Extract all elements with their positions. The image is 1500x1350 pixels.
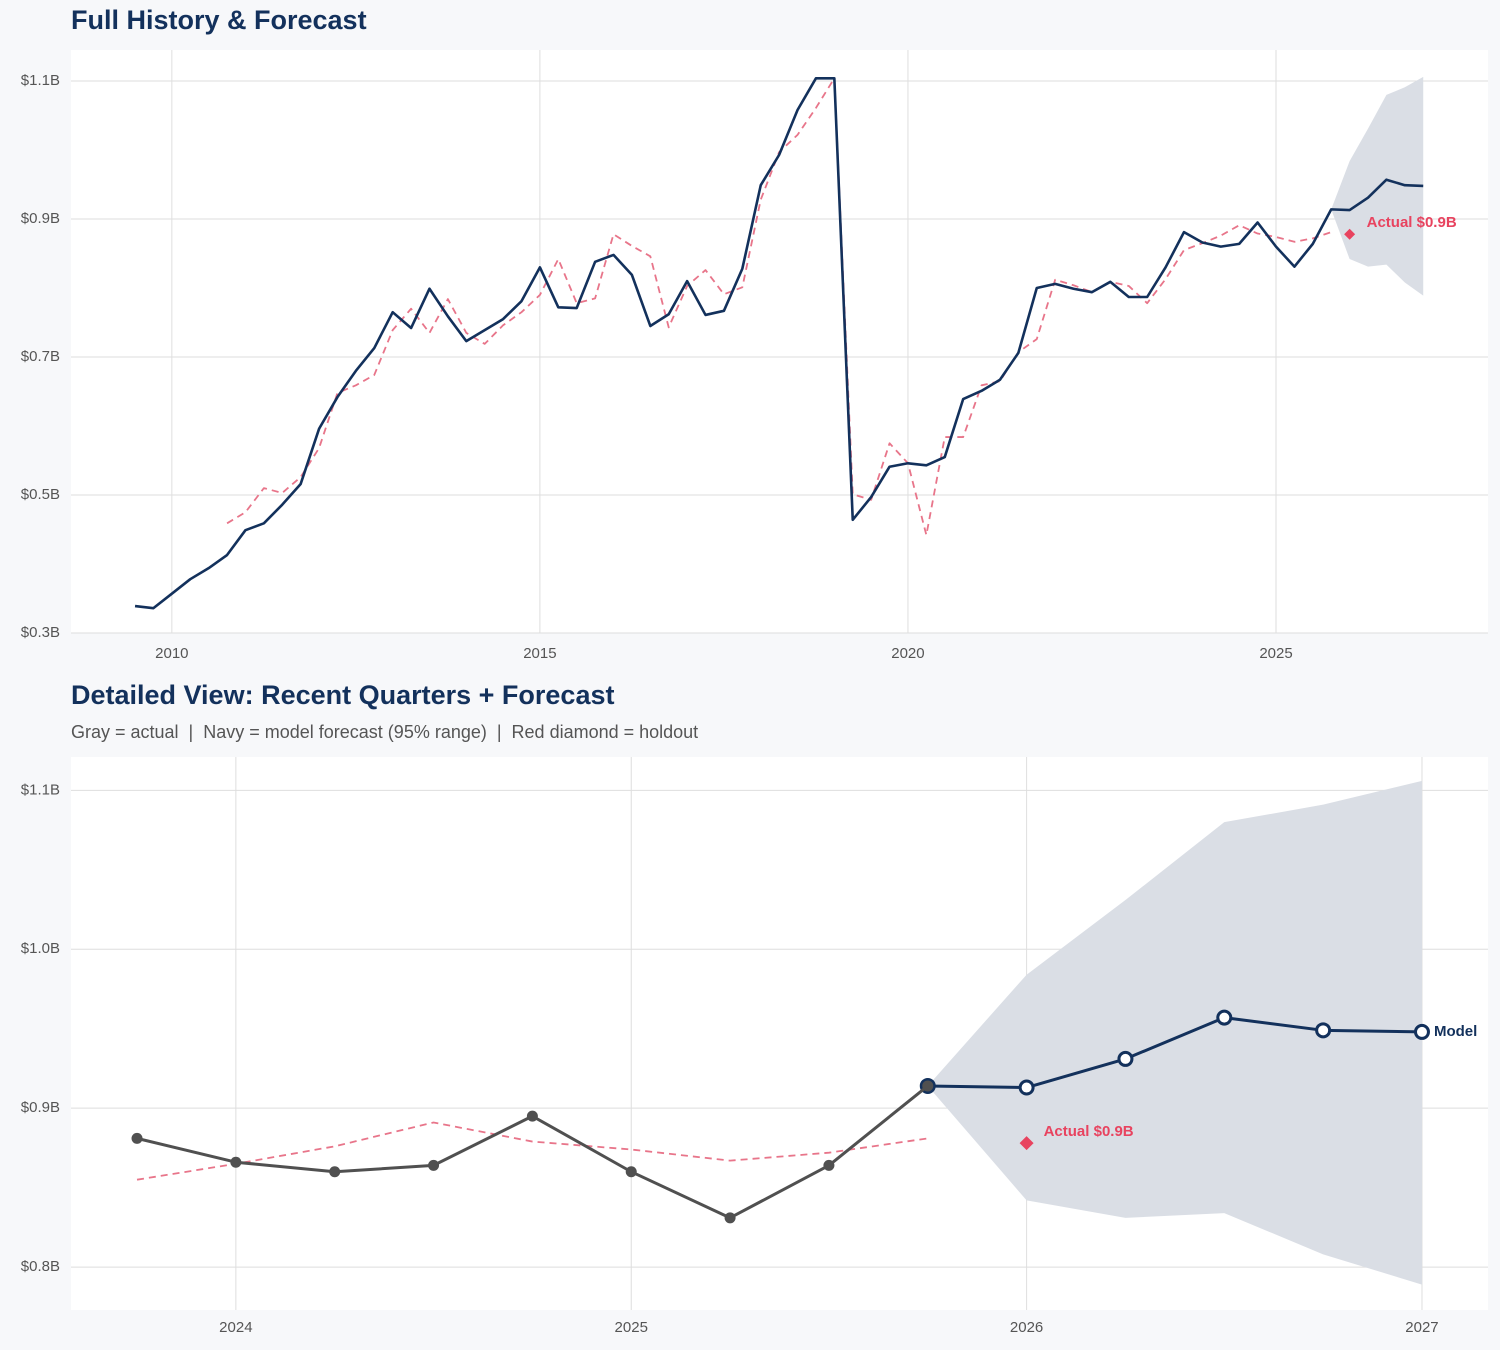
x-tick-label: 2027 xyxy=(1405,1319,1438,1336)
forecast-point xyxy=(1117,1050,1134,1067)
actual-point xyxy=(526,1110,538,1122)
series-line xyxy=(134,76,1424,610)
x-tick-label: 2015 xyxy=(523,645,556,662)
y-tick-label: $0.7B xyxy=(21,348,60,365)
annotation-label: Actual $0.9B xyxy=(1367,214,1457,231)
x-tick-label: 2024 xyxy=(219,1319,252,1336)
actual-point xyxy=(922,1080,934,1092)
actual-point xyxy=(823,1159,835,1171)
y-tick-label: $0.3B xyxy=(21,624,60,641)
y-tick-label: $0.9B xyxy=(21,1099,60,1116)
actual-point xyxy=(724,1212,736,1224)
y-tick-label: $0.9B xyxy=(21,210,60,227)
x-tick-label: 2025 xyxy=(615,1319,648,1336)
x-tick-label: 2020 xyxy=(891,645,924,662)
actual-point xyxy=(329,1166,341,1178)
forecast-band xyxy=(1331,76,1424,296)
fitted-line xyxy=(136,1121,928,1181)
actual-point xyxy=(625,1166,637,1178)
actual-point xyxy=(131,1132,143,1144)
x-tick-label: 2025 xyxy=(1259,645,1292,662)
y-tick-label: $1.1B xyxy=(21,781,60,798)
x-tick-label: 2010 xyxy=(155,645,188,662)
forecast-point xyxy=(1413,1023,1430,1040)
forecast-point xyxy=(1315,1022,1332,1039)
forecast-band xyxy=(927,780,1422,1285)
series-line xyxy=(927,1016,1422,1090)
chart-subtitle: Gray = actual | Navy = model forecast (9… xyxy=(71,722,698,742)
chart-title: Detailed View: Recent Quarters + Forecas… xyxy=(71,680,614,710)
actual-point xyxy=(428,1159,440,1171)
y-tick-label: $0.5B xyxy=(21,486,60,503)
forecast-point xyxy=(1216,1009,1233,1026)
y-tick-label: $1.0B xyxy=(21,940,60,957)
forecast-point xyxy=(1018,1079,1035,1096)
x-tick-label: 2026 xyxy=(1010,1319,1043,1336)
y-tick-label: $1.1B xyxy=(21,72,60,89)
y-tick-label: $0.8B xyxy=(21,1258,60,1275)
actual-point xyxy=(230,1156,242,1168)
annotation-label: Actual $0.9B xyxy=(1044,1123,1134,1140)
holdout-diamond xyxy=(1019,1136,1034,1151)
chart-title: Full History & Forecast xyxy=(71,5,367,35)
series-label: Model xyxy=(1434,1023,1477,1040)
plot-area xyxy=(71,50,1488,633)
holdout-diamond xyxy=(1344,228,1356,240)
